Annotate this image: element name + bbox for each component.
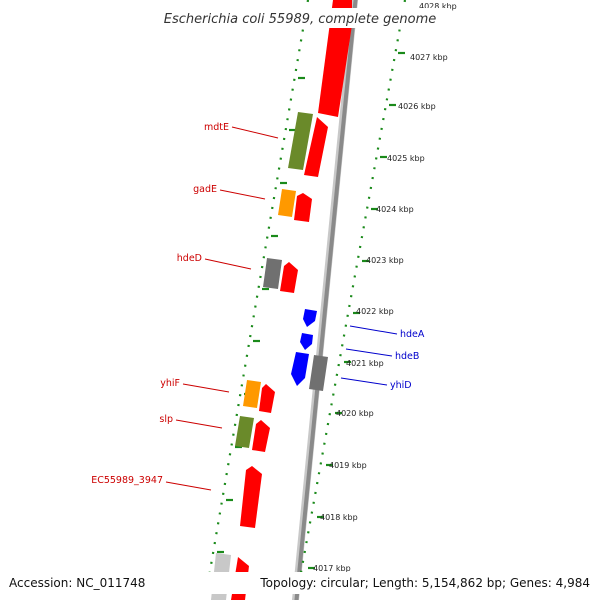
gene-label-EC55989_3947[interactable]: EC55989_3947 xyxy=(91,475,163,486)
leader-line xyxy=(204,258,252,270)
gene-arrow[interactable] xyxy=(304,117,328,177)
gene-blue-arrow[interactable] xyxy=(291,352,309,386)
kbp-label: 4023 kbp xyxy=(366,256,404,265)
gene-hdeD[interactable] xyxy=(263,258,282,289)
gene-mdtE[interactable] xyxy=(288,112,313,170)
leader-line xyxy=(345,348,393,357)
leader-line xyxy=(165,481,212,491)
kbp-labels: 4028 kbp 4027 kbp 4026 kbp 4025 kbp 4024… xyxy=(313,2,457,573)
gene-arrow[interactable] xyxy=(280,262,298,293)
reverse-genes xyxy=(291,309,328,391)
reverse-labels: hdeA hdeB yhiD xyxy=(340,325,425,391)
kbp-label: 4017 kbp xyxy=(313,564,351,573)
gene-label-slp[interactable]: slp xyxy=(159,414,173,425)
gene-yhiD[interactable] xyxy=(309,355,328,391)
gene-hdeB[interactable] xyxy=(300,333,313,350)
accession-text: Accession: NC_011748 xyxy=(9,576,145,590)
leader-line xyxy=(219,189,266,200)
footer-background xyxy=(0,572,600,594)
forward-genes xyxy=(211,0,352,600)
gene-slp[interactable] xyxy=(235,416,254,448)
gene-hdeA[interactable] xyxy=(303,309,317,327)
title-background xyxy=(150,8,450,28)
leader-line xyxy=(340,377,388,386)
leader-line xyxy=(175,419,223,429)
kbp-label: 4019 kbp xyxy=(329,461,367,470)
gene-arrow[interactable] xyxy=(252,420,270,452)
inner-major-ticks xyxy=(308,51,405,570)
tick-ring-inner xyxy=(294,0,407,600)
topology-text: Topology: circular; Length: 5,154,862 bp… xyxy=(259,576,590,590)
gene-label-hdeD[interactable]: hdeD xyxy=(177,253,202,264)
gene-label-yhiF[interactable]: yhiF xyxy=(160,378,180,389)
gene-arrow[interactable] xyxy=(259,384,275,413)
gene-gadE[interactable] xyxy=(278,189,296,217)
gene-label-yhiD[interactable]: yhiD xyxy=(390,380,412,391)
gene-label-hdeA[interactable]: hdeA xyxy=(400,329,425,340)
leader-line xyxy=(182,383,230,393)
kbp-label: 4028 kbp xyxy=(419,2,457,11)
leader-line xyxy=(349,325,398,335)
kbp-label: 4018 kbp xyxy=(320,513,358,522)
tick-ring-outer xyxy=(203,0,310,600)
gene-arrow[interactable] xyxy=(294,193,312,222)
kbp-label: 4024 kbp xyxy=(376,205,414,214)
kbp-label: 4021 kbp xyxy=(346,359,384,368)
gene-label-mdtE[interactable]: mdtE xyxy=(204,122,229,133)
gene-EC55989_3947[interactable] xyxy=(240,466,262,528)
gene-label-hdeB[interactable]: hdeB xyxy=(395,351,419,362)
genome-title: Escherichia coli 55989, complete genome xyxy=(164,12,436,27)
kbp-label: 4020 kbp xyxy=(336,409,374,418)
gene-arrow[interactable] xyxy=(318,0,352,117)
forward-labels: mdtE gadE hdeD yhiF slp EC55989_3947 xyxy=(91,122,279,491)
gene-yhiF[interactable] xyxy=(243,380,261,408)
gene-label-gadE[interactable]: gadE xyxy=(193,184,217,195)
kbp-label: 4025 kbp xyxy=(387,154,425,163)
leader-line xyxy=(231,126,279,139)
kbp-label: 4022 kbp xyxy=(356,307,394,316)
kbp-label: 4027 kbp xyxy=(410,53,448,62)
kbp-label: 4026 kbp xyxy=(398,102,436,111)
backbone xyxy=(291,0,359,600)
